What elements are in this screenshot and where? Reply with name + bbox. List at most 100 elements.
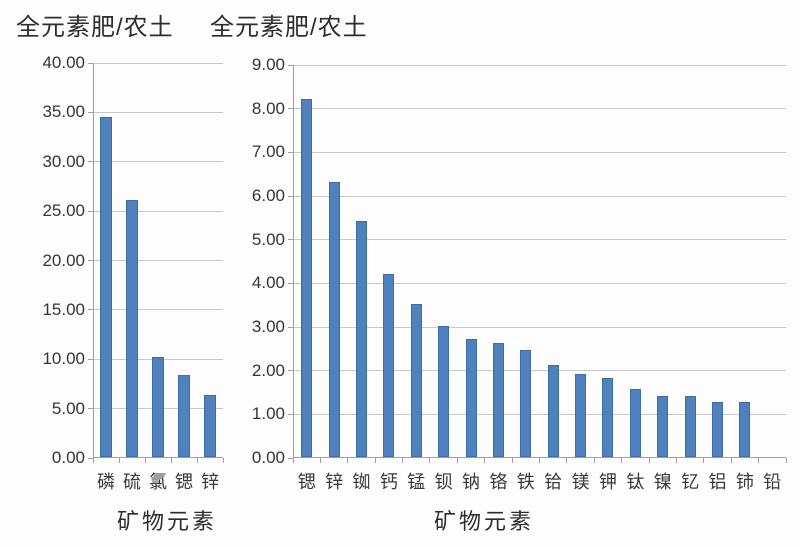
bar (465, 339, 477, 457)
y-tick-label: 20.00 (42, 250, 85, 270)
x-axis-tick-mark (484, 458, 486, 463)
bar (712, 402, 724, 457)
bar (100, 117, 112, 457)
x-axis-tick-mark (144, 458, 146, 463)
gridline (293, 282, 786, 284)
gridline (293, 413, 786, 415)
y-axis-tick-mark (88, 111, 93, 113)
y-axis-tick-mark (88, 408, 93, 410)
y-tick-label: 4.00 (251, 273, 285, 293)
y-tick-label: 0.00 (51, 448, 85, 467)
x-axis-tick-mark (621, 458, 623, 463)
gridline (93, 309, 223, 311)
x-category-label: 钠 (462, 472, 481, 492)
bar (355, 221, 367, 457)
y-axis-tick-mark (288, 457, 293, 459)
y-axis-tick-mark (288, 64, 293, 66)
gridline (93, 62, 223, 64)
bar (547, 365, 559, 457)
y-tick-label: 1.00 (251, 404, 285, 424)
gridline (293, 195, 786, 197)
right-chart-plot-area: 0.00 1.00 2.00 3.00 4.00 5.00 6.00 7.00 8.00 9.00… (252, 55, 787, 492)
y-tick-label: 5.00 (251, 229, 285, 249)
bar (301, 98, 313, 457)
x-category-label: 钇 (681, 472, 700, 492)
y-axis-tick-mark (288, 195, 293, 197)
y-axis-tick-mark (288, 326, 293, 328)
bar (575, 374, 587, 457)
x-category-label: 锶 (175, 472, 193, 492)
x-category-label: 钾 (598, 472, 617, 492)
x-category-label: 铷 (352, 472, 371, 492)
y-axis-tick-mark (88, 358, 93, 360)
left-chart-x-axis-title: 矿物元素 (116, 509, 218, 534)
x-axis-tick-mark (118, 458, 120, 463)
x-axis-tick-mark (222, 458, 224, 463)
y-tick-label: 40.00 (42, 53, 85, 72)
y-axis-tick-mark (88, 457, 93, 459)
x-category-label: 锌 (201, 472, 219, 492)
gridline (293, 239, 786, 241)
y-axis-tick-mark (88, 260, 93, 261)
x-category-label: 硫 (123, 472, 141, 492)
bar (657, 395, 669, 457)
x-category-label: 锌 (325, 472, 344, 492)
y-axis-tick-mark (288, 151, 293, 153)
x-axis-tick-mark (456, 458, 458, 463)
bar (492, 343, 504, 457)
x-axis-tick-mark (675, 458, 677, 463)
y-tick-label: 25.00 (42, 201, 85, 221)
x-category-label: 锶 (297, 472, 316, 492)
x-axis-tick-mark (648, 458, 650, 463)
bar (126, 200, 138, 457)
bar (328, 181, 340, 457)
gridline (93, 161, 223, 163)
x-axis-tick-mark (429, 458, 431, 463)
x-axis-tick-mark (511, 458, 513, 463)
bar (204, 394, 216, 457)
bar (739, 402, 751, 457)
bar (520, 350, 532, 457)
y-tick-label: 9.00 (251, 55, 285, 74)
y-tick-label: 3.00 (251, 317, 285, 336)
bar (684, 395, 696, 457)
x-category-label: 镍 (653, 472, 672, 492)
x-category-label: 镁 (571, 472, 590, 492)
y-tick-label: 6.00 (251, 186, 285, 205)
x-axis-tick-mark (539, 458, 540, 463)
x-axis-tick-mark (566, 458, 568, 463)
y-axis-tick-mark (88, 210, 93, 212)
y-axis-tick-mark (288, 239, 293, 241)
y-axis-tick-mark (88, 161, 93, 163)
x-axis-tick-mark (292, 458, 294, 463)
bar (410, 304, 422, 457)
x-axis-tick-mark (703, 458, 705, 463)
y-axis-line (293, 65, 294, 458)
y-axis-tick-mark (88, 309, 93, 311)
gridline (93, 210, 223, 212)
x-axis-tick-mark (319, 458, 321, 463)
bar (602, 378, 614, 457)
x-axis-tick-mark (730, 458, 732, 463)
bar (383, 273, 395, 457)
gridline (293, 64, 786, 66)
x-axis-tick-mark (374, 458, 376, 463)
x-axis-tick-mark (347, 458, 349, 463)
y-axis-tick-mark (288, 413, 293, 415)
x-category-label: 钛 (626, 472, 645, 492)
bar (178, 375, 190, 457)
x-category-label: 铁 (516, 472, 535, 492)
y-axis-tick-mark (288, 370, 293, 372)
y-axis-tick-mark (88, 62, 93, 64)
x-axis-tick-mark (196, 458, 198, 463)
x-category-label: 铝 (708, 472, 727, 492)
y-tick-label: 0.00 (251, 448, 285, 467)
x-axis-tick-mark (758, 458, 760, 463)
y-tick-label: 30.00 (42, 151, 85, 171)
y-tick-label: 5.00 (51, 398, 85, 418)
x-axis-line (293, 457, 786, 458)
x-category-label: 铬 (489, 472, 508, 492)
x-category-label: 钙 (379, 472, 398, 492)
x-category-label: 钡 (434, 472, 453, 492)
